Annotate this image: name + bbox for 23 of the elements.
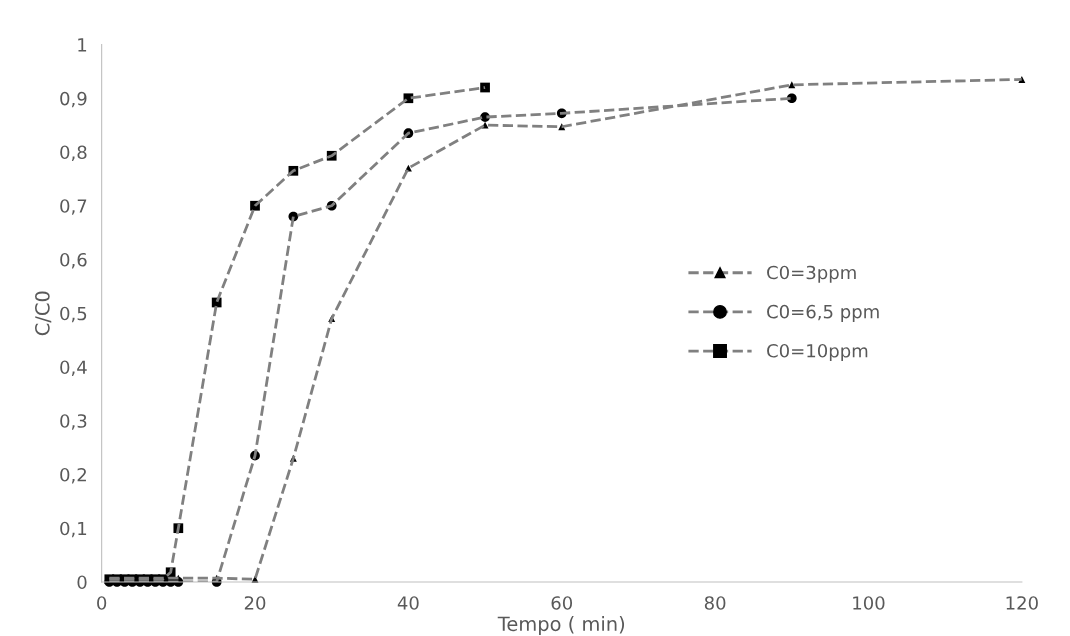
y-axis-title: C/C0: [35, 291, 52, 336]
x-axis-title: Tempo ( min): [497, 616, 625, 635]
x-tick-label: 40: [397, 596, 419, 610]
y-tick-label: 0,2: [60, 467, 86, 484]
legend-label: C0=10ppm: [767, 343, 868, 362]
x-tick-label: 120: [1006, 596, 1038, 610]
y-tick-label: 0,3: [60, 414, 87, 430]
x-tick-label: 60: [551, 596, 573, 610]
y-tick-label: 1: [78, 38, 87, 52]
y-tick-label: 0,8: [60, 145, 87, 161]
x-tick-label: 100: [853, 596, 885, 610]
y-tick-label: 0,1: [60, 521, 87, 538]
y-tick-label: 0,4: [60, 360, 87, 376]
y-tick-label: 0,7: [60, 199, 87, 215]
x-tick-label: 20: [244, 596, 266, 610]
x-tick-label: 0: [97, 596, 107, 610]
y-tick-label: 0: [77, 575, 87, 590]
legend-label: C0=3ppm: [767, 265, 856, 283]
x-tick-label: 80: [704, 596, 726, 610]
y-tick-label: 0,5: [60, 306, 87, 323]
legend-label: C0=6,5 ppm: [767, 304, 879, 322]
y-tick-label: 0,9: [60, 91, 87, 108]
y-tick-label: 0,6: [60, 252, 87, 269]
